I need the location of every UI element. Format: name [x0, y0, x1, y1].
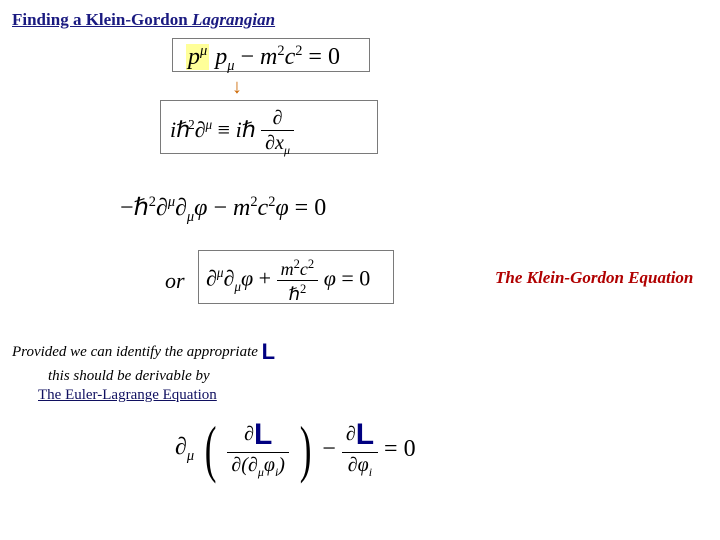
provided-line1a: Provided we can identify the appropriate — [12, 344, 262, 360]
page-title: Finding a Klein-Gordon Lagrangian — [12, 10, 275, 30]
L-in-num: L — [254, 420, 272, 450]
eq2: iℏ2∂μ ≡ iℏ ∂ ∂xμ — [170, 108, 294, 156]
eq1: pμ pμ − m2c2 = 0 — [186, 44, 340, 73]
euler-lagrange-eq: ∂μ ( ∂L ∂(∂μφi) ) − ∂L ∂φi = 0 — [175, 420, 416, 478]
euler-lagrange-link: The Euler-Lagrange Equation — [12, 387, 217, 403]
provided-line2: this should be derivable by — [12, 368, 210, 384]
lparen-icon: ( — [205, 423, 217, 474]
provided-text: Provided we can identify the appropriate… — [12, 338, 312, 406]
eq4: ∂μ∂μφ + m2c2 ℏ2 φ = 0 — [206, 258, 370, 303]
eq3: −ℏ2∂μ∂μφ − m2c2φ = 0 — [120, 195, 326, 224]
equals-zero: = 0 — [384, 436, 416, 462]
rparen-icon: ) — [300, 423, 312, 474]
L-small: L — [262, 338, 275, 367]
kg-equation-label: The Klein-Gordon Equation — [495, 268, 693, 288]
or-label: or — [165, 268, 185, 294]
down-arrow-icon: ↓ — [232, 76, 242, 99]
title-prefix: Finding a Klein-Gordon — [12, 10, 192, 29]
eq1-highlight: pμ — [186, 44, 209, 70]
L-in-num2: L — [356, 420, 374, 450]
title-italic: Lagrangian — [192, 10, 275, 29]
